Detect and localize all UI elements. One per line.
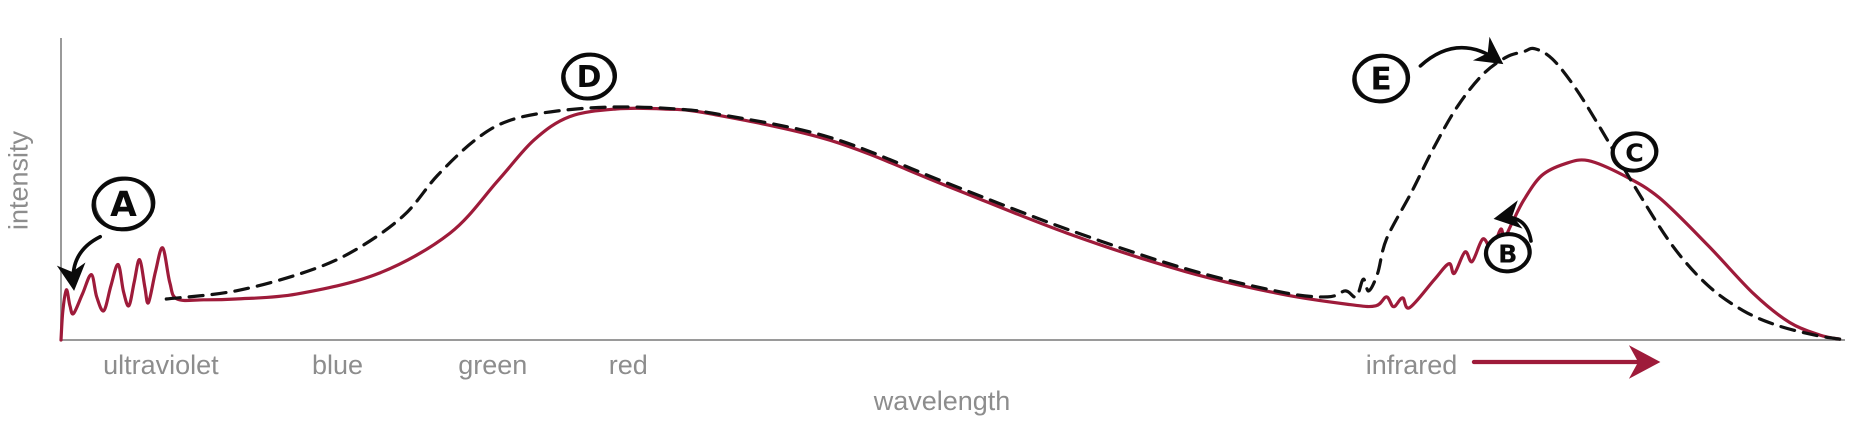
- annotation-circle-sketch-e: [1354, 53, 1408, 104]
- annotation-arrow-b: [1493, 200, 1533, 243]
- y-axis-label: intensity: [3, 130, 34, 231]
- annotation-letter-d: D: [577, 60, 602, 95]
- annotation-circle-sketch-d: [563, 52, 615, 101]
- x-tick-label-ultraviolet: ultraviolet: [103, 350, 219, 380]
- x-tick-label-blue: blue: [311, 350, 364, 380]
- annotation-circle-sketch-b: [1485, 232, 1530, 274]
- annotation-letter-a: A: [110, 185, 137, 225]
- annotation-circle-sketch-a: [93, 176, 154, 232]
- annotation-letter-c: C: [1625, 139, 1644, 168]
- annotation-letter-b: B: [1498, 239, 1517, 268]
- annotation-arrow-e: [1418, 36, 1504, 68]
- x-axis-label: wavelength: [873, 386, 1011, 416]
- annotation-letter-e: E: [1371, 62, 1392, 98]
- dashed-curve: [164, 46, 1842, 341]
- x-tick-label-infrared: infrared: [1365, 350, 1458, 380]
- annotation-circle-sketch-c: [1612, 131, 1657, 173]
- x-tick-label-green: green: [458, 350, 528, 380]
- solid-curve: [59, 106, 1842, 342]
- x-tick-label-red: red: [608, 350, 648, 380]
- annotation-arrow-a: [56, 234, 102, 291]
- annotation-circle-a: [91, 176, 156, 232]
